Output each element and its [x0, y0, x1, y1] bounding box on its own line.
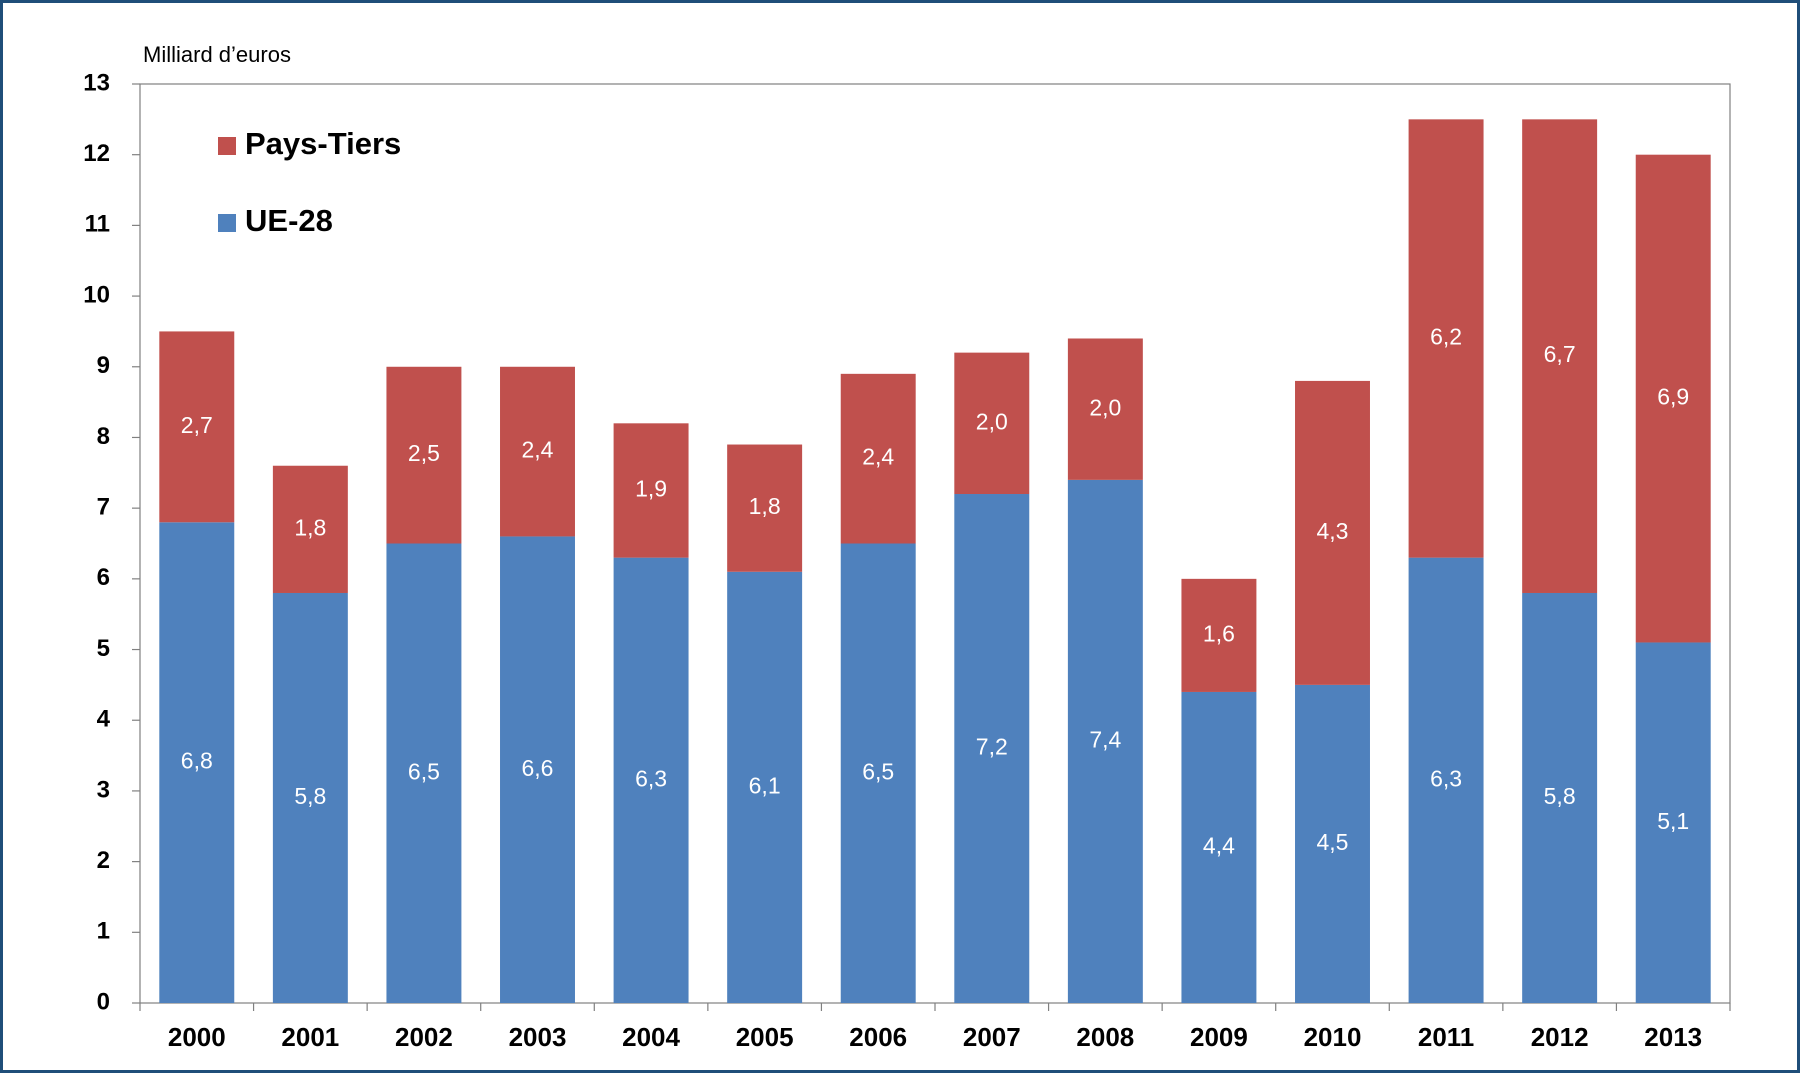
bar-segment: [1522, 119, 1598, 593]
y-tick-label: 9: [97, 352, 110, 379]
y-tick-label: 12: [83, 140, 110, 167]
bar-segment: [613, 423, 689, 558]
bar-segment: [1295, 684, 1370, 1003]
bar-segment: [1295, 380, 1370, 685]
legend-label: Pays-Tiers: [245, 126, 401, 161]
value-label: 4,5: [1317, 829, 1349, 855]
bar-segment: [1181, 691, 1257, 1003]
x-tick-label: 2007: [963, 1022, 1021, 1052]
y-axis-label: Milliard d’euros: [143, 42, 291, 67]
legend-swatch: [218, 137, 236, 155]
value-label: 6,6: [522, 755, 554, 781]
x-tick-label: 2013: [1644, 1022, 1702, 1052]
bar-segment: [159, 522, 235, 1003]
value-label: 6,2: [1430, 324, 1462, 350]
bar-segment: [500, 536, 575, 1003]
bar-segment: [1522, 592, 1598, 1003]
value-label: 1,8: [749, 493, 781, 519]
value-label: 6,5: [862, 758, 894, 784]
bar-segment: [1181, 578, 1257, 692]
value-label: 6,7: [1544, 341, 1576, 367]
y-tick-label: 4: [97, 706, 111, 733]
x-tick-label: 2006: [849, 1022, 907, 1052]
x-tick-label: 2009: [1190, 1022, 1248, 1052]
bar-segment: [1635, 642, 1711, 1003]
y-tick-label: 7: [97, 493, 110, 520]
value-label: 2,4: [862, 444, 894, 470]
bar-segment: [954, 352, 1030, 495]
value-label: 2,5: [408, 440, 440, 466]
value-label: 6,9: [1657, 384, 1689, 410]
value-label: 2,7: [181, 412, 213, 438]
x-tick-label: 2002: [395, 1022, 453, 1052]
x-tick-label: 2012: [1531, 1022, 1589, 1052]
x-tick-label: 2005: [736, 1022, 794, 1052]
value-label: 6,3: [1430, 765, 1462, 791]
y-tick-label: 0: [97, 988, 110, 1015]
value-label: 4,4: [1203, 833, 1235, 859]
x-tick-label: 2008: [1076, 1022, 1134, 1052]
bar-segment: [159, 331, 235, 523]
bar-segment: [727, 444, 803, 572]
value-label: 2,4: [522, 437, 554, 463]
value-label: 6,8: [181, 748, 213, 774]
legend-swatch: [218, 214, 236, 232]
bar-segment: [272, 592, 348, 1003]
y-tick-label: 1: [97, 918, 110, 945]
bar-segment: [1067, 338, 1143, 480]
x-tick-label: 2004: [622, 1022, 680, 1052]
value-label: 1,6: [1203, 620, 1235, 646]
y-tick-label: 13: [83, 69, 110, 96]
value-label: 6,1: [749, 772, 781, 798]
value-label: 7,2: [976, 734, 1008, 760]
bar-segment: [1067, 479, 1143, 1003]
bar-segment: [500, 366, 575, 537]
bar-segment: [727, 571, 803, 1003]
value-label: 4,3: [1317, 518, 1349, 544]
bar-segment: [954, 494, 1030, 1003]
y-tick-label: 5: [97, 635, 110, 662]
y-tick-label: 6: [97, 564, 110, 591]
value-label: 2,0: [1089, 394, 1121, 420]
x-tick-label: 2003: [509, 1022, 567, 1052]
value-label: 2,0: [976, 408, 1008, 434]
bar-segment: [1408, 557, 1484, 1003]
value-label: 1,8: [294, 514, 326, 540]
x-tick-label: 2011: [1418, 1022, 1474, 1052]
y-tick-label: 10: [83, 281, 110, 308]
bar-segment: [1408, 119, 1484, 558]
bar-segment: [272, 465, 348, 593]
bar-segment: [1635, 154, 1711, 643]
value-label: 1,9: [635, 476, 667, 502]
bar-segment: [840, 373, 916, 544]
value-label: 5,8: [1544, 783, 1576, 809]
y-tick-label: 2: [97, 847, 110, 874]
value-label: 7,4: [1089, 727, 1121, 753]
x-tick-label: 2010: [1304, 1022, 1362, 1052]
legend-label: UE-28: [245, 203, 333, 238]
value-label: 6,5: [408, 758, 440, 784]
bar-segment: [386, 366, 462, 544]
value-label: 5,8: [294, 783, 326, 809]
x-tick-label: 2001: [281, 1022, 339, 1052]
value-label: 5,1: [1657, 808, 1689, 834]
bar-segment: [386, 543, 462, 1003]
y-tick-label: 3: [97, 776, 110, 803]
y-tick-label: 8: [97, 423, 110, 450]
bar-segment: [840, 543, 916, 1003]
value-label: 6,3: [635, 765, 667, 791]
x-tick-label: 2000: [168, 1022, 226, 1052]
y-tick-label: 11: [85, 211, 110, 238]
bar-segment: [613, 557, 689, 1003]
